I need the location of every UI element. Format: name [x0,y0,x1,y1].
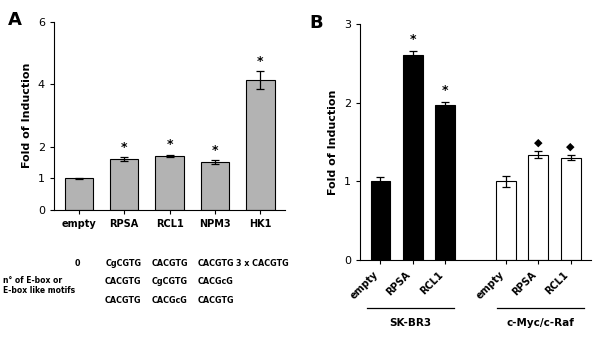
Bar [247,80,275,210]
Bar [435,105,455,260]
Text: 3 x CACGTG: 3 x CACGTG [236,259,288,268]
Text: ◆: ◆ [566,141,575,151]
Text: n° of E-box or
E-box like motifs: n° of E-box or E-box like motifs [3,276,75,295]
Text: *: * [212,144,218,158]
Text: CACGTG: CACGTG [197,259,234,268]
Text: CgCGTG: CgCGTG [151,277,187,286]
Bar [529,154,548,260]
Bar [110,159,138,210]
Text: CACGcG: CACGcG [152,296,187,305]
Bar [560,158,581,260]
Text: CACGTG: CACGTG [105,277,142,286]
Y-axis label: Fold of Induction: Fold of Induction [328,89,338,195]
Text: *: * [257,55,263,68]
Text: CACGTG: CACGTG [151,259,188,268]
Bar [201,162,229,210]
Text: *: * [442,84,448,97]
Bar [155,156,184,210]
Text: *: * [409,33,416,46]
Bar [496,182,516,260]
Text: *: * [166,138,173,151]
Text: B: B [309,14,323,32]
Y-axis label: Fold of Induction: Fold of Induction [22,63,32,168]
Bar [403,55,422,260]
Text: A: A [8,11,22,29]
Text: CACGTG: CACGTG [197,296,234,305]
Bar [65,178,92,210]
Text: *: * [121,141,127,154]
Text: CACGcG: CACGcG [198,277,233,286]
Bar [371,182,391,260]
Text: ◆: ◆ [534,138,542,147]
Text: CACGTG: CACGTG [105,296,142,305]
Text: CgCGTG: CgCGTG [106,259,142,268]
Text: c-Myc/c-Raf: c-Myc/c-Raf [507,318,575,328]
Text: SK-BR3: SK-BR3 [389,318,431,328]
Text: 0: 0 [74,259,80,268]
